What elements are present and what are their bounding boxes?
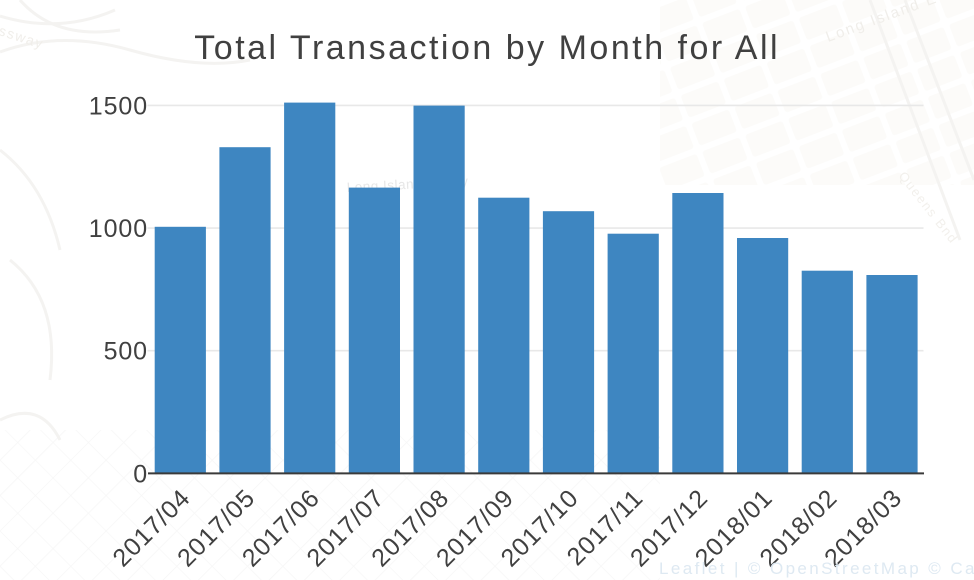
svg-text:1000: 1000 [89, 215, 148, 243]
svg-text:Leaflet | © OpenStreetMap © Ca: Leaflet | © OpenStreetMap © Ca [659, 559, 974, 578]
svg-text:0: 0 [133, 460, 148, 488]
svg-text:1500: 1500 [89, 92, 148, 120]
svg-text:Total Transaction by Month for: Total Transaction by Month for All [194, 29, 780, 67]
svg-text:500: 500 [104, 338, 148, 366]
